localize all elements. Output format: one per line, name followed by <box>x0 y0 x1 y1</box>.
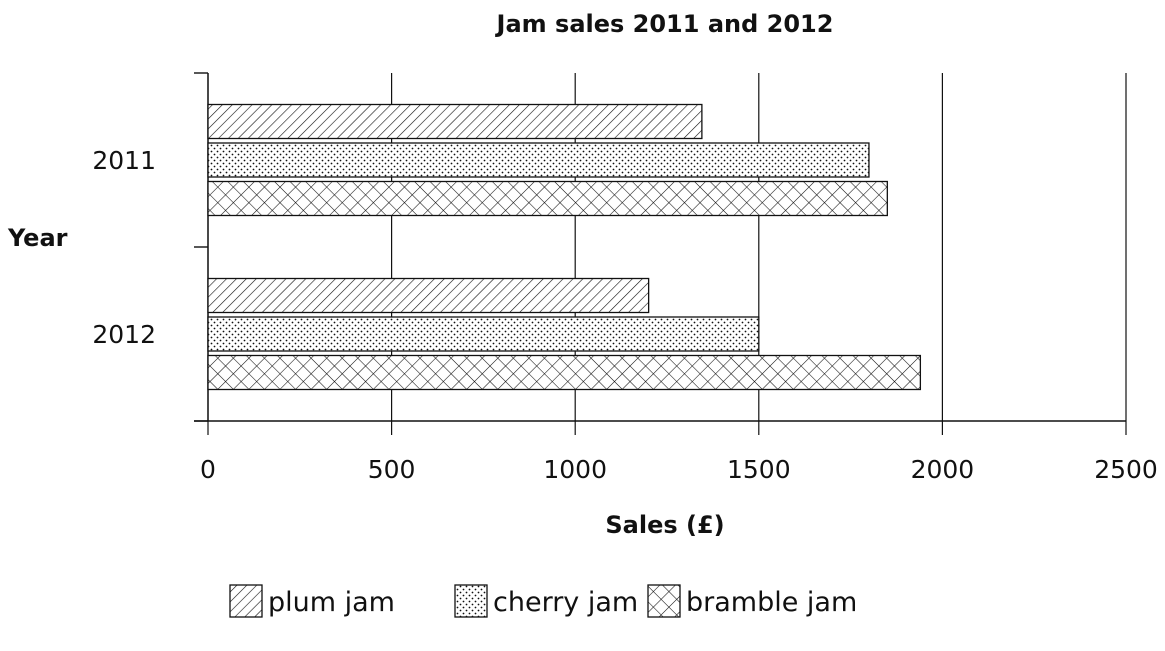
tick-labels: 0 500 1000 1500 2000 2500 2011 2012 <box>92 146 1157 484</box>
x-tick-label-1500: 1500 <box>727 455 791 484</box>
y-tick-label-2012: 2012 <box>92 320 156 349</box>
y-axis-label: Year <box>7 224 68 252</box>
bar-bramble-jam-2011 <box>207 180 888 217</box>
legend-swatch-plum-jam <box>229 584 263 618</box>
legend-label-bramble-jam: bramble jam <box>686 587 857 618</box>
bar-cherry-jam-2011 <box>207 142 870 178</box>
legend-swatch-cherry-jam <box>454 584 488 618</box>
legend: plum jam cherry jam bramble jam <box>229 584 857 618</box>
chart-title: Jam sales 2011 and 2012 <box>495 10 834 38</box>
x-tick-label-1000: 1000 <box>543 455 607 484</box>
x-tick-label-0: 0 <box>200 455 216 484</box>
bar-bramble-jam-2012 <box>207 354 922 391</box>
y-tick-label-2011: 2011 <box>92 146 156 175</box>
x-tick-label-2000: 2000 <box>911 455 975 484</box>
bars <box>207 103 922 391</box>
x-tick-label-2500: 2500 <box>1094 455 1158 484</box>
x-tick-label-500: 500 <box>368 455 416 484</box>
bar-plum-jam-2011 <box>207 103 703 140</box>
legend-label-cherry-jam: cherry jam <box>493 587 638 618</box>
bar-cherry-jam-2012 <box>207 316 760 352</box>
legend-swatch-bramble-jam <box>647 584 681 618</box>
legend-label-plum-jam: plum jam <box>268 587 395 618</box>
x-axis-label: Sales (£) <box>605 511 724 539</box>
bar-plum-jam-2012 <box>207 277 650 314</box>
